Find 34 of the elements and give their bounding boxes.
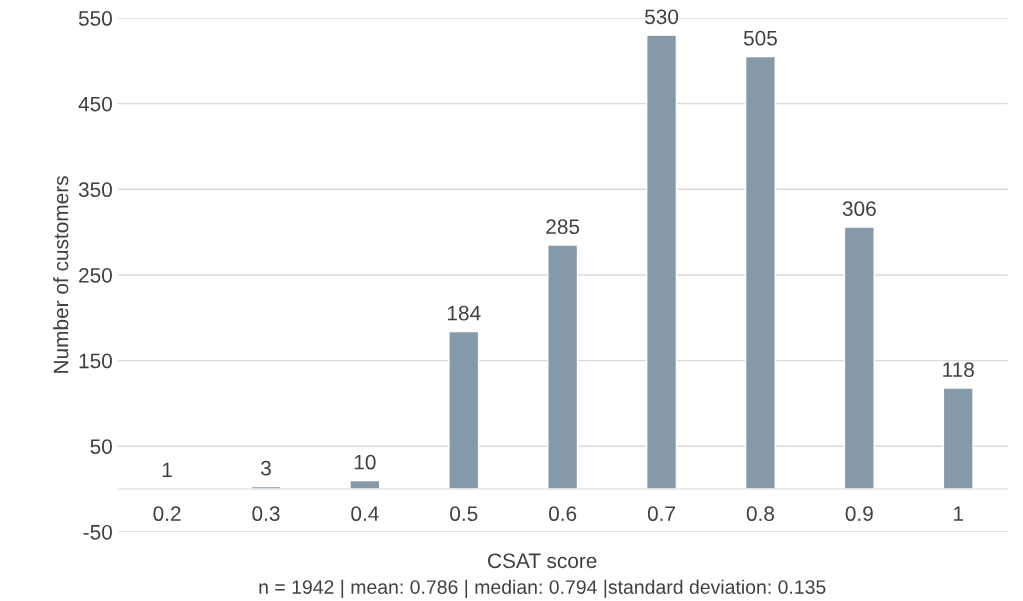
y-tick-label: 450 xyxy=(78,96,112,112)
x-axis-title: CSAT score xyxy=(488,553,597,569)
text: n = 1942 | mean: 0.786 | median: 0.794 |standard deviation: 0.135 xyxy=(259,579,826,598)
y-axis-title: Number of customers xyxy=(53,176,69,373)
data-label: 184 xyxy=(447,305,481,321)
y-tick-label: -50 xyxy=(83,524,112,540)
bar xyxy=(942,387,974,490)
x-tick-label: 0.8 xyxy=(746,506,775,522)
data-label: 118 xyxy=(943,362,974,378)
y-tick-label: 550 xyxy=(78,11,112,26)
data-label: 306 xyxy=(842,201,876,217)
x-tick-label: 0.4 xyxy=(351,506,379,522)
y-tick-label: 150 xyxy=(79,353,112,369)
x-tick-label: 0.2 xyxy=(153,506,181,522)
bar xyxy=(448,330,480,490)
bar xyxy=(843,226,875,490)
x-tick-label: 0.7 xyxy=(647,506,675,522)
data-label: 285 xyxy=(546,219,580,235)
y-tick-label: 250 xyxy=(79,267,112,283)
x-tick-label: 0.6 xyxy=(548,506,577,522)
y-tick-label: 50 xyxy=(90,439,112,454)
x-tick-label: 1 xyxy=(954,506,963,521)
x-tick-label: 0.9 xyxy=(845,506,873,522)
bar xyxy=(547,244,579,490)
data-label: 10 xyxy=(354,454,376,470)
data-label: 505 xyxy=(743,30,777,46)
bar xyxy=(646,34,678,490)
x-tick-label: 0.3 xyxy=(252,506,280,522)
data-label: 3 xyxy=(260,460,271,476)
data-label: 530 xyxy=(645,9,679,25)
bar xyxy=(744,55,776,490)
x-tick-label: 0.5 xyxy=(450,506,478,522)
y-tick-label: 350 xyxy=(78,182,112,198)
data-label: 1 xyxy=(162,462,172,478)
